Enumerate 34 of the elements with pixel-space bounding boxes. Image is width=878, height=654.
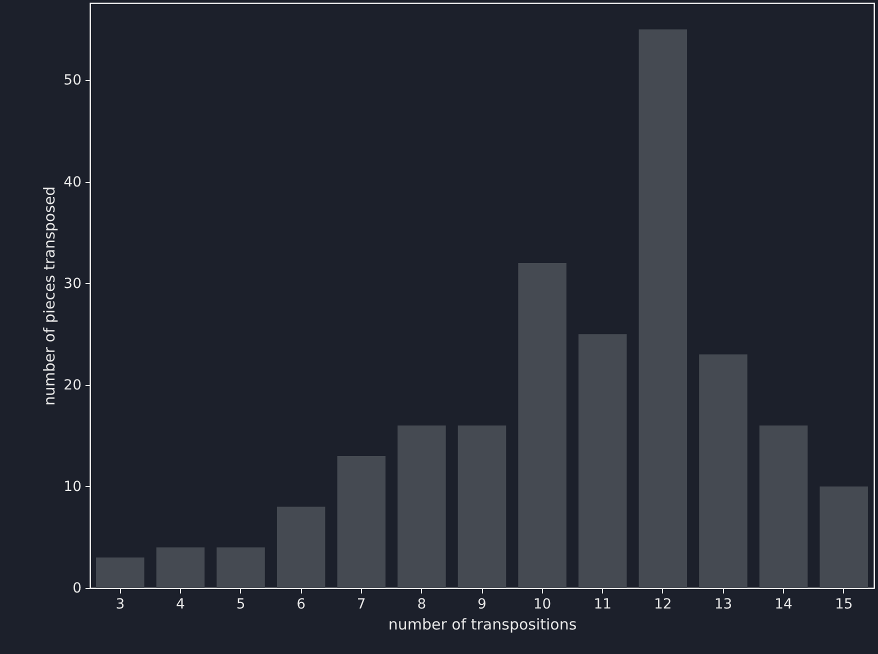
y-tick-label: 40 bbox=[64, 174, 82, 190]
bar bbox=[820, 486, 868, 588]
bar bbox=[759, 426, 808, 588]
x-tick-label: 10 bbox=[533, 596, 552, 612]
y-tick-label: 30 bbox=[64, 276, 82, 292]
bar bbox=[518, 263, 566, 588]
bar bbox=[638, 29, 688, 588]
x-tick-label: 4 bbox=[176, 596, 185, 612]
x-axis-title: number of transpositions bbox=[388, 616, 577, 634]
x-tick-label: 7 bbox=[356, 596, 366, 612]
y-tick-label: 50 bbox=[64, 72, 82, 89]
y-axis-title: number of pieces transposed bbox=[40, 186, 59, 406]
x-tick-label: 9 bbox=[478, 596, 486, 612]
x-tick-label: 3 bbox=[116, 596, 125, 612]
bar bbox=[578, 334, 627, 588]
x-tick-label: 5 bbox=[236, 596, 246, 612]
bar bbox=[398, 426, 446, 588]
y-tick-label: 0 bbox=[72, 580, 82, 596]
bar bbox=[96, 558, 144, 588]
bar bbox=[276, 506, 326, 588]
bar bbox=[337, 456, 386, 588]
bar bbox=[216, 547, 265, 588]
x-tick-label: 6 bbox=[296, 596, 306, 612]
x-tick-label: 14 bbox=[774, 596, 793, 612]
bar bbox=[699, 354, 748, 588]
x-tick-label: 11 bbox=[594, 596, 612, 612]
x-tick-label: 15 bbox=[834, 596, 853, 612]
bar bbox=[156, 547, 205, 588]
x-tick-label: 13 bbox=[714, 596, 732, 612]
x-tick-label: 12 bbox=[654, 596, 672, 612]
y-tick-label: 10 bbox=[64, 478, 82, 495]
x-tick-label: 8 bbox=[417, 596, 426, 612]
bar bbox=[458, 426, 506, 588]
y-tick-label: 20 bbox=[64, 377, 82, 394]
